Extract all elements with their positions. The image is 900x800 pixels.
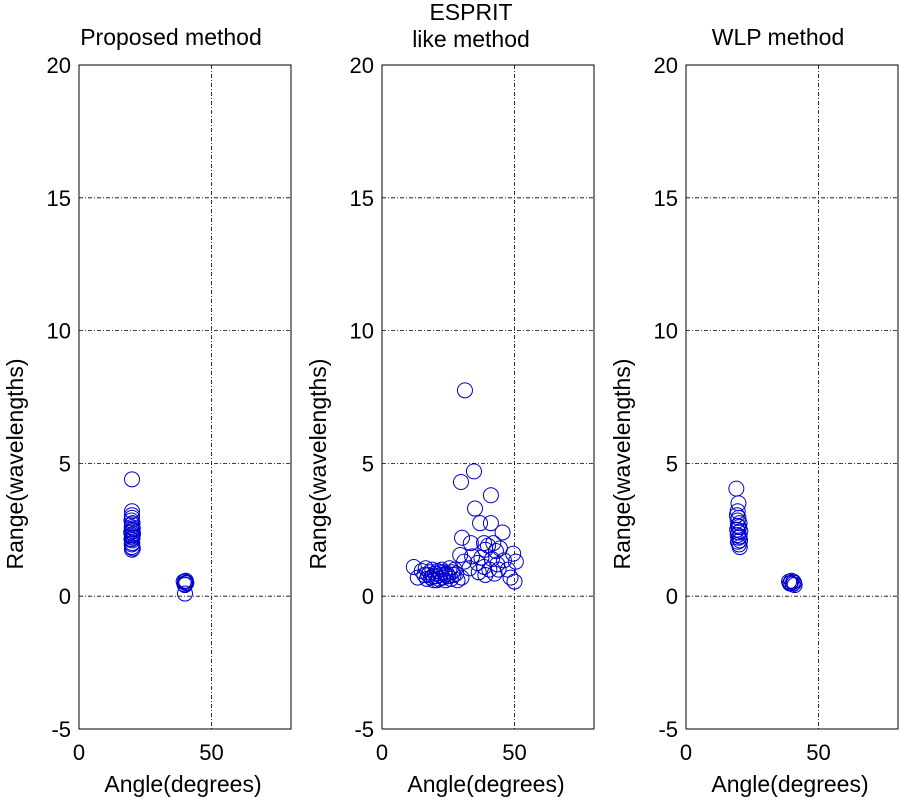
y-tick-label: 20: [47, 53, 71, 78]
chart-title: Proposed method: [80, 24, 262, 50]
data-point: [785, 573, 802, 590]
y-tick-label: 0: [362, 584, 374, 609]
axes-box: [685, 64, 899, 730]
y-tick-label: -5: [354, 717, 374, 742]
data-point: [502, 569, 519, 586]
data-point: [456, 382, 473, 399]
data-point: [482, 487, 499, 504]
data-point: [124, 503, 140, 520]
data-point: [177, 585, 193, 602]
data-point: [419, 570, 436, 587]
data-point: [177, 572, 194, 589]
y-tick-label: 10: [350, 319, 374, 344]
y-tick-label: 20: [350, 53, 374, 78]
x-tick-label: 50: [199, 740, 223, 765]
x-tick-label: 0: [680, 740, 692, 765]
data-point: [445, 566, 462, 583]
data-point: [124, 540, 141, 557]
data-point: [472, 515, 489, 532]
data-point: [507, 553, 524, 570]
data-point: [783, 572, 800, 589]
data-point: [731, 539, 748, 556]
y-axis-label: Range(wavelengths): [2, 359, 28, 570]
y-tick-label: -5: [658, 717, 678, 742]
data-point: [448, 565, 465, 582]
data-point: [462, 535, 479, 552]
y-tick-label: 10: [47, 319, 71, 344]
scatter-series: [123, 471, 195, 602]
y-tick-label: 20: [654, 53, 678, 78]
data-point: [470, 564, 487, 581]
x-tick-label: 50: [502, 740, 526, 765]
data-point: [452, 473, 469, 490]
data-point: [482, 515, 499, 532]
data-point: [456, 553, 473, 570]
chart-title: WLP method: [712, 24, 845, 50]
x-tick-label: 50: [806, 740, 830, 765]
data-point: [416, 566, 433, 583]
y-tick-label: 0: [59, 584, 71, 609]
y-tick-label: 15: [654, 186, 678, 211]
data-point: [481, 561, 498, 578]
data-point: [477, 541, 494, 558]
y-tick-label: 15: [47, 186, 71, 211]
data-point: [506, 573, 523, 590]
data-point: [405, 558, 422, 575]
y-tick-label: 15: [350, 186, 374, 211]
data-point: [489, 556, 506, 573]
x-axis-label: Angle(degrees): [407, 771, 564, 797]
data-point: [124, 471, 140, 488]
data-point: [487, 543, 504, 560]
data-point: [477, 566, 494, 583]
data-point: [465, 463, 482, 480]
data-point: [453, 569, 470, 586]
data-point: [494, 524, 511, 541]
data-point: [454, 529, 471, 546]
data-point: [728, 480, 745, 497]
chart-title: ESPRIT: [429, 0, 512, 25]
axes-box: [78, 64, 292, 730]
data-point: [124, 541, 140, 558]
y-axis-label: Range(wavelengths): [609, 359, 635, 570]
data-point: [467, 500, 484, 517]
data-point: [486, 565, 503, 582]
y-tick-label: -5: [51, 717, 71, 742]
y-tick-label: 5: [666, 451, 678, 476]
axes-box: [381, 64, 595, 730]
data-point: [437, 566, 454, 583]
x-tick-label: 0: [376, 740, 388, 765]
data-point: [505, 545, 522, 562]
x-axis-label: Angle(degrees): [104, 771, 261, 797]
x-axis-label: Angle(degrees): [711, 771, 868, 797]
scatter-series: [405, 382, 524, 590]
y-tick-label: 0: [666, 584, 678, 609]
y-tick-label: 5: [59, 451, 71, 476]
y-tick-label: 10: [654, 319, 678, 344]
y-tick-label: 5: [362, 451, 374, 476]
chart-title: like method: [412, 26, 530, 52]
x-tick-label: 0: [73, 740, 85, 765]
data-point: [464, 548, 481, 565]
scatter-series: [728, 480, 803, 594]
y-axis-label: Range(wavelengths): [305, 359, 331, 570]
data-point: [781, 575, 798, 592]
data-point: [732, 523, 749, 540]
